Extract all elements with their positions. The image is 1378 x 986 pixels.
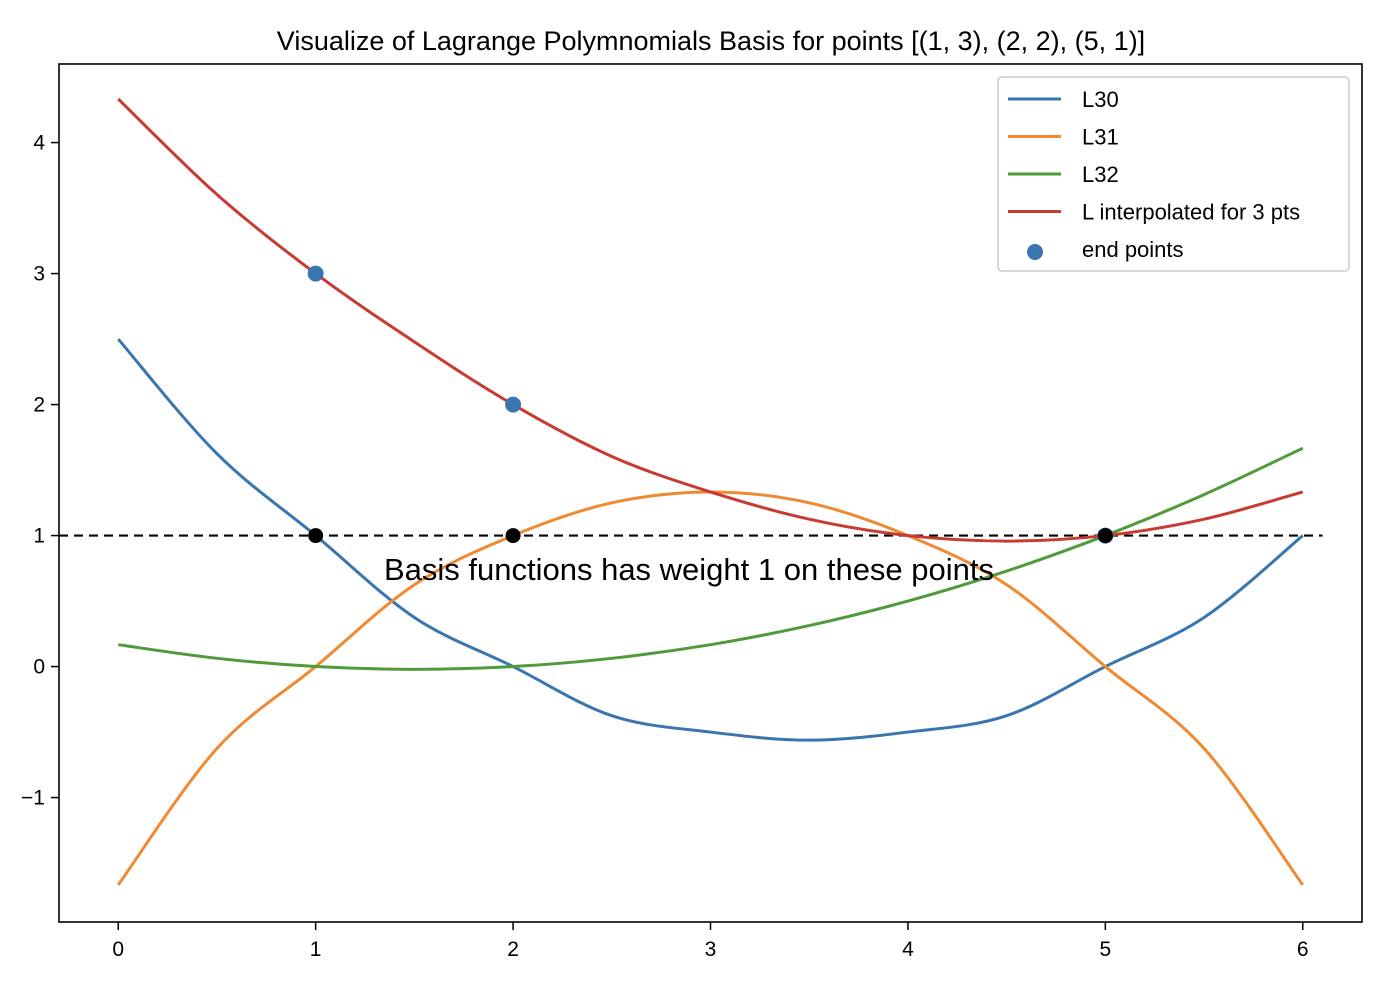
x-tick-label: 5 [1100,938,1112,961]
x-axis-ticks: 0 1 2 3 4 5 6 [112,922,1309,961]
end-point-marker [505,396,522,413]
series-line-l31 [117,490,1304,886]
y-tick-label: 0 [33,656,45,679]
legend-label-l32: L32 [1082,162,1119,187]
legend-label-l31: L31 [1082,125,1119,150]
legend: L30 L31 L32 L interpolated for 3 pts end poi… [997,76,1350,272]
chart-title: Visualize of Lagrange Polymnomials Basis… [277,26,1145,56]
y-tick-label: 1 [33,525,45,548]
y-tick-label: 3 [33,263,45,286]
end-point-marker [307,265,324,282]
x-tick-label: 1 [310,938,322,961]
x-tick-label: 3 [705,938,717,961]
points-layer [307,265,1114,544]
x-tick-label: 2 [507,938,519,961]
x-tick-label: 0 [112,938,124,961]
unit-weight-marker [308,528,324,544]
legend-label-l30: L30 [1082,87,1119,112]
legend-label-l-interpolated-for-3-pts: L interpolated for 3 pts [1082,200,1300,225]
unit-weight-marker [1097,528,1113,544]
legend-label-end-points: end points [1082,237,1184,262]
unit-weight-marker [505,528,521,544]
series-line-l30 [117,338,1304,742]
annotation-text: Basis functions has weight 1 on these po… [384,552,994,587]
x-tick-label: 6 [1297,938,1309,961]
legend-box [997,76,1350,272]
y-tick-label: −1 [21,787,45,810]
legend-swatch-end-points [1027,244,1043,260]
y-axis-ticks: −1 0 1 2 3 4 [21,132,59,810]
y-tick-label: 2 [33,394,45,417]
y-tick-label: 4 [33,132,45,155]
x-tick-label: 4 [902,938,914,961]
